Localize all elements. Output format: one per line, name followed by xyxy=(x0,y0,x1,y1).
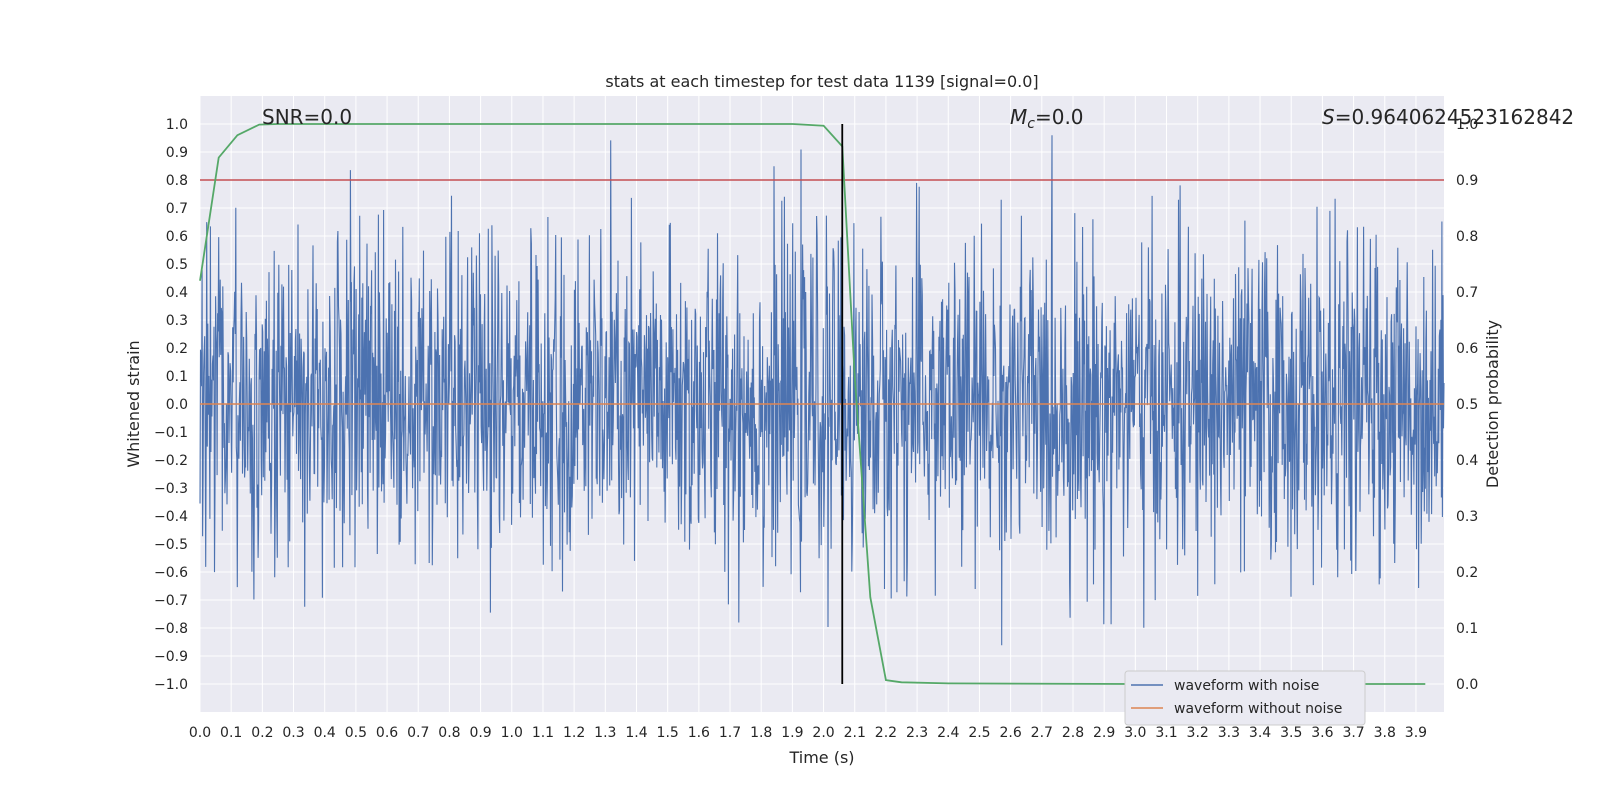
x-tick-label: 3.1 xyxy=(1155,725,1177,741)
annotation-mc: Mc=0.0 xyxy=(1010,105,1084,132)
x-tick-label: 0.9 xyxy=(469,725,491,741)
legend-label-clean: waveform without noise xyxy=(1174,701,1342,717)
y-tick-label: −0.3 xyxy=(154,481,188,497)
x-tick-label: 1.8 xyxy=(750,725,772,741)
legend-box xyxy=(1124,670,1366,726)
x-tick-label: 2.1 xyxy=(844,725,866,741)
y-tick-label: 0.6 xyxy=(166,229,188,245)
x-tick-label: 2.8 xyxy=(1062,725,1084,741)
y-tick-label: 0.0 xyxy=(166,397,188,413)
x-tick-label: 1.9 xyxy=(781,725,803,741)
x-tick-label: 2.7 xyxy=(1031,725,1053,741)
y2-tick-labels: 1.0 0.9 0.8 0.7 0.6 0.5 0.4 0.3 0.2 0.1 0.0 xyxy=(1456,117,1478,693)
y-tick-label: 0.1 xyxy=(166,369,188,385)
y2-tick-label: 0.5 xyxy=(1456,397,1478,413)
x-tick-label: 2.9 xyxy=(1093,725,1115,741)
x-tick-label: 2.2 xyxy=(875,725,897,741)
y-tick-label: −0.8 xyxy=(154,621,188,637)
series-waveform-with-noise xyxy=(199,135,1445,646)
x-tick-label: 0.3 xyxy=(282,725,304,741)
y-tick-label: −0.1 xyxy=(154,425,188,441)
y-tick-label: 0.4 xyxy=(166,285,188,301)
y-tick-label: 0.3 xyxy=(166,313,188,329)
x-tick-label: 3.7 xyxy=(1342,725,1364,741)
y-tick-label: 0.7 xyxy=(166,201,188,217)
x-tick-label: 1.3 xyxy=(594,725,616,741)
x-tick-label: 1.4 xyxy=(625,725,647,741)
series-detection-probability xyxy=(199,123,1426,685)
x-tick-label: 3.8 xyxy=(1374,725,1396,741)
y2-axis-label: Detection probability xyxy=(1483,320,1502,488)
y-tick-label: −0.2 xyxy=(154,453,188,469)
y2-tick-label: 0.6 xyxy=(1456,341,1478,357)
y-tick-label: 1.0 xyxy=(166,117,188,133)
y-tick-label: 0.9 xyxy=(166,145,188,161)
x-tick-label: 2.6 xyxy=(999,725,1021,741)
y2-tick-label: 0.9 xyxy=(1456,173,1478,189)
y2-tick-label: 0.3 xyxy=(1456,509,1478,525)
y-tick-label: 0.5 xyxy=(166,257,188,273)
noise-trace xyxy=(199,135,1445,646)
x-tick-label: 2.4 xyxy=(937,725,959,741)
x-tick-label: 1.7 xyxy=(719,725,741,741)
x-tick-label: 1.2 xyxy=(563,725,585,741)
y2-tick-label: 0.0 xyxy=(1456,677,1478,693)
x-tick-label: 3.5 xyxy=(1280,725,1302,741)
y2-tick-label: 0.2 xyxy=(1456,565,1478,581)
x-tick-label: 0.1 xyxy=(220,725,242,741)
x-tick-label: 2.0 xyxy=(812,725,834,741)
y-tick-label: −0.6 xyxy=(154,565,188,581)
y2-tick-label: 0.7 xyxy=(1456,285,1478,301)
x-tick-label: 0.7 xyxy=(407,725,429,741)
annotation-s: S=0.9640624523162842 xyxy=(1322,105,1574,129)
x-tick-label: 3.9 xyxy=(1405,725,1427,741)
y-tick-label: −0.7 xyxy=(154,593,188,609)
x-tick-label: 2.3 xyxy=(906,725,928,741)
x-axis-label: Time (s) xyxy=(788,748,854,767)
annotation-snr: SNR=0.0 xyxy=(262,105,352,129)
x-tick-label: 0.6 xyxy=(376,725,398,741)
legend-label-noise: waveform with noise xyxy=(1174,678,1319,694)
y-tick-label: 0.2 xyxy=(166,341,188,357)
x-tick-label: 1.0 xyxy=(501,725,523,741)
x-tick-label: 3.0 xyxy=(1124,725,1146,741)
x-tick-label: 0.2 xyxy=(251,725,273,741)
chart-title: stats at each timestep for test data 113… xyxy=(605,72,1038,91)
x-tick-label: 1.6 xyxy=(688,725,710,741)
x-tick-label: 2.5 xyxy=(968,725,990,741)
y-tick-label: 0.8 xyxy=(166,173,188,189)
x-tick-labels: 0.0 0.1 0.2 0.3 0.4 0.5 0.6 0.7 0.8 0.9 1.0 1.1 1.2 1… xyxy=(189,725,1427,741)
x-tick-label: 1.1 xyxy=(532,725,554,741)
x-tick-label: 0.4 xyxy=(314,725,336,741)
y-tick-label: −0.4 xyxy=(154,509,188,525)
x-tick-label: 3.3 xyxy=(1218,725,1240,741)
y2-tick-label: 0.1 xyxy=(1456,621,1478,637)
x-tick-label: 0.5 xyxy=(345,725,367,741)
x-tick-label: 3.2 xyxy=(1187,725,1209,741)
legend: waveform with noise waveform without noi… xyxy=(1124,670,1366,726)
y2-tick-label: 1.0 xyxy=(1456,117,1478,133)
x-tick-label: 0.0 xyxy=(189,725,211,741)
y-axis-label: Whitened strain xyxy=(124,340,143,467)
y2-tick-label: 0.4 xyxy=(1456,453,1478,469)
y-tick-label: −0.5 xyxy=(154,537,188,553)
y2-tick-label: 0.8 xyxy=(1456,229,1478,245)
x-tick-label: 3.4 xyxy=(1249,725,1271,741)
x-tick-label: 1.5 xyxy=(657,725,679,741)
x-tick-label: 0.8 xyxy=(438,725,460,741)
y-tick-labels: 1.0 0.9 0.8 0.7 0.6 0.5 0.4 0.3 0.2 0.1 0.0 −0.1 −0.… xyxy=(154,117,188,693)
y-tick-label: −1.0 xyxy=(154,677,188,693)
y-tick-label: −0.9 xyxy=(154,649,188,665)
x-tick-label: 3.6 xyxy=(1311,725,1333,741)
